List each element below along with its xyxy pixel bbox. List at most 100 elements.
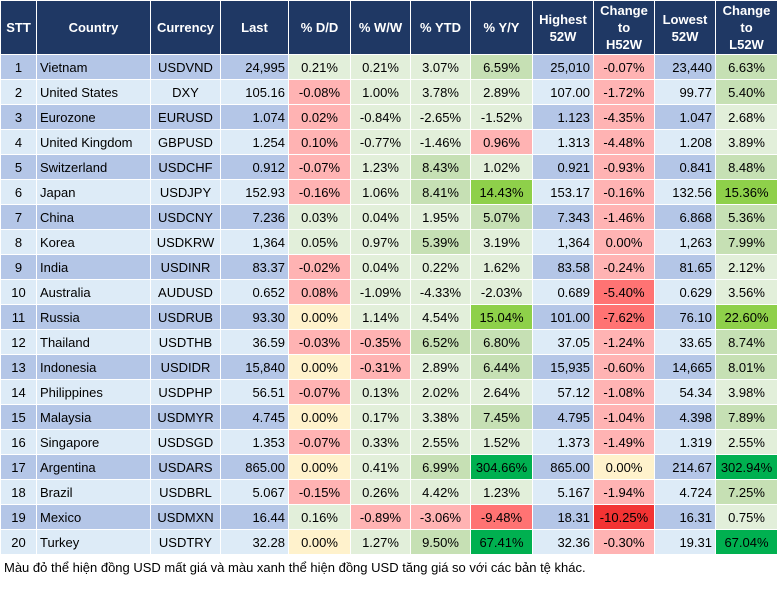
cell-ww: 1.06% <box>350 179 411 205</box>
header-ch: Change to H52W <box>593 0 655 55</box>
cell-currency: AUDUSD <box>150 279 221 305</box>
cell-high: 57.12 <box>532 379 594 405</box>
cell-stt: 15 <box>0 404 37 430</box>
cell-low: 4.724 <box>654 479 716 505</box>
cell-stt: 20 <box>0 529 37 555</box>
cell-high: 0.921 <box>532 154 594 180</box>
cell-ch: -1.94% <box>593 479 655 505</box>
cell-currency: USDBRL <box>150 479 221 505</box>
cell-currency: DXY <box>150 79 221 105</box>
cell-yy: 1.52% <box>470 429 533 455</box>
cell-ww: 0.04% <box>350 204 411 230</box>
cell-country: Thailand <box>36 329 151 355</box>
cell-cl: 67.04% <box>715 529 777 555</box>
header-ww: % W/W <box>350 0 411 55</box>
cell-currency: USDARS <box>150 454 221 480</box>
cell-country: Korea <box>36 229 151 255</box>
cell-last: 5.067 <box>220 479 289 505</box>
cell-last: 7.236 <box>220 204 289 230</box>
cell-country: Argentina <box>36 454 151 480</box>
cell-cl: 3.56% <box>715 279 777 305</box>
cell-country: Indonesia <box>36 354 151 380</box>
header-currency: Currency <box>150 0 221 55</box>
cell-ytd: 8.41% <box>410 179 471 205</box>
cell-ytd: 9.50% <box>410 529 471 555</box>
cell-dd: -0.16% <box>288 179 351 205</box>
cell-dd: 0.08% <box>288 279 351 305</box>
cell-high: 5.167 <box>532 479 594 505</box>
cell-low: 19.31 <box>654 529 716 555</box>
cell-low: 1.319 <box>654 429 716 455</box>
cell-ww: 0.41% <box>350 454 411 480</box>
cell-dd: 0.00% <box>288 404 351 430</box>
cell-dd: -0.02% <box>288 254 351 280</box>
cell-ww: -0.77% <box>350 129 411 155</box>
cell-country: Mexico <box>36 504 151 530</box>
cell-yy: 6.80% <box>470 329 533 355</box>
cell-cl: 2.12% <box>715 254 777 280</box>
currency-table: STT Country Currency Last% D/D% W/W% YTD% Y… <box>0 0 777 555</box>
cell-dd: -0.15% <box>288 479 351 505</box>
cell-low: 76.10 <box>654 304 716 330</box>
cell-country: United States <box>36 79 151 105</box>
table-row: 10 Australia AUDUSD 0.652 0.08% -1.09% -4.33% -… <box>0 279 777 305</box>
cell-low: 4.398 <box>654 404 716 430</box>
cell-cl: 5.40% <box>715 79 777 105</box>
cell-country: Japan <box>36 179 151 205</box>
table-row: 6 Japan USDJPY 152.93 -0.16% 1.06% 8.41% 14.43%… <box>0 179 777 205</box>
cell-dd: 0.03% <box>288 204 351 230</box>
cell-stt: 3 <box>0 104 37 130</box>
cell-yy: 1.23% <box>470 479 533 505</box>
table-row: 18 Brazil USDBRL 5.067 -0.15% 0.26% 4.42% 1.23%… <box>0 479 777 505</box>
cell-high: 1.123 <box>532 104 594 130</box>
cell-cl: 7.89% <box>715 404 777 430</box>
cell-high: 37.05 <box>532 329 594 355</box>
cell-last: 1.254 <box>220 129 289 155</box>
cell-ww: 0.33% <box>350 429 411 455</box>
cell-ch: -0.24% <box>593 254 655 280</box>
cell-currency: USDVND <box>150 54 221 80</box>
cell-low: 214.67 <box>654 454 716 480</box>
cell-high: 107.00 <box>532 79 594 105</box>
cell-ytd: 6.52% <box>410 329 471 355</box>
table-row: 15 Malaysia USDMYR 4.745 0.00% 0.17% 3.38% 7.45… <box>0 404 777 430</box>
cell-low: 16.31 <box>654 504 716 530</box>
cell-ytd: 0.22% <box>410 254 471 280</box>
cell-stt: 1 <box>0 54 37 80</box>
cell-dd: 0.10% <box>288 129 351 155</box>
cell-cl: 3.89% <box>715 129 777 155</box>
cell-cl: 2.68% <box>715 104 777 130</box>
cell-low: 99.77 <box>654 79 716 105</box>
cell-ytd: 3.38% <box>410 404 471 430</box>
cell-ch: -1.08% <box>593 379 655 405</box>
cell-ww: -0.35% <box>350 329 411 355</box>
cell-currency: USDPHP <box>150 379 221 405</box>
cell-yy: 2.64% <box>470 379 533 405</box>
cell-dd: 0.00% <box>288 529 351 555</box>
cell-ch: -4.48% <box>593 129 655 155</box>
cell-low: 132.56 <box>654 179 716 205</box>
cell-ytd: 2.55% <box>410 429 471 455</box>
cell-currency: USDCHF <box>150 154 221 180</box>
cell-yy: 304.66% <box>470 454 533 480</box>
header-low: Lowest 52W <box>654 0 716 55</box>
cell-yy: 1.02% <box>470 154 533 180</box>
cell-ytd: -4.33% <box>410 279 471 305</box>
cell-cl: 3.98% <box>715 379 777 405</box>
cell-ww: 1.27% <box>350 529 411 555</box>
cell-low: 6.868 <box>654 204 716 230</box>
cell-ch: -0.16% <box>593 179 655 205</box>
cell-ww: 0.21% <box>350 54 411 80</box>
cell-dd: -0.07% <box>288 154 351 180</box>
cell-stt: 11 <box>0 304 37 330</box>
cell-last: 865.00 <box>220 454 289 480</box>
cell-high: 83.58 <box>532 254 594 280</box>
cell-yy: 7.45% <box>470 404 533 430</box>
cell-currency: USDIDR <box>150 354 221 380</box>
cell-dd: 0.02% <box>288 104 351 130</box>
header-last: Last <box>220 0 289 55</box>
cell-dd: -0.08% <box>288 79 351 105</box>
cell-ch: -1.72% <box>593 79 655 105</box>
cell-yy: 67.41% <box>470 529 533 555</box>
cell-dd: -0.03% <box>288 329 351 355</box>
